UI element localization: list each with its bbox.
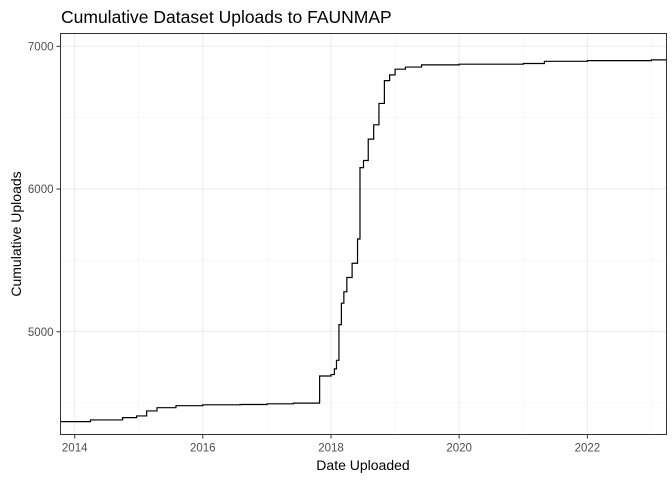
plot-panel-border <box>60 33 667 435</box>
x-tick-label: 2016 <box>190 443 216 455</box>
chart-title: Cumulative Dataset Uploads to FAUNMAP <box>61 7 392 27</box>
series-layer <box>60 58 668 423</box>
y-tick-label: 5000 <box>28 327 54 339</box>
y-axis-title: Cumulative Uploads <box>8 171 24 296</box>
x-tick-label: 2014 <box>62 443 88 455</box>
x-tick-label: 2022 <box>575 443 601 455</box>
y-tick-label: 7000 <box>28 41 54 53</box>
cumulative-uploads-line <box>60 58 668 423</box>
ticks-layer: 2014 2016 2018 2020 2022 5000 6000 7000 <box>28 41 600 454</box>
x-axis-title: Date Uploaded <box>316 457 409 473</box>
grid-layer <box>60 33 667 435</box>
x-tick-label: 2020 <box>446 443 472 455</box>
x-tick-label: 2018 <box>318 443 344 455</box>
y-tick-label: 6000 <box>28 184 54 196</box>
